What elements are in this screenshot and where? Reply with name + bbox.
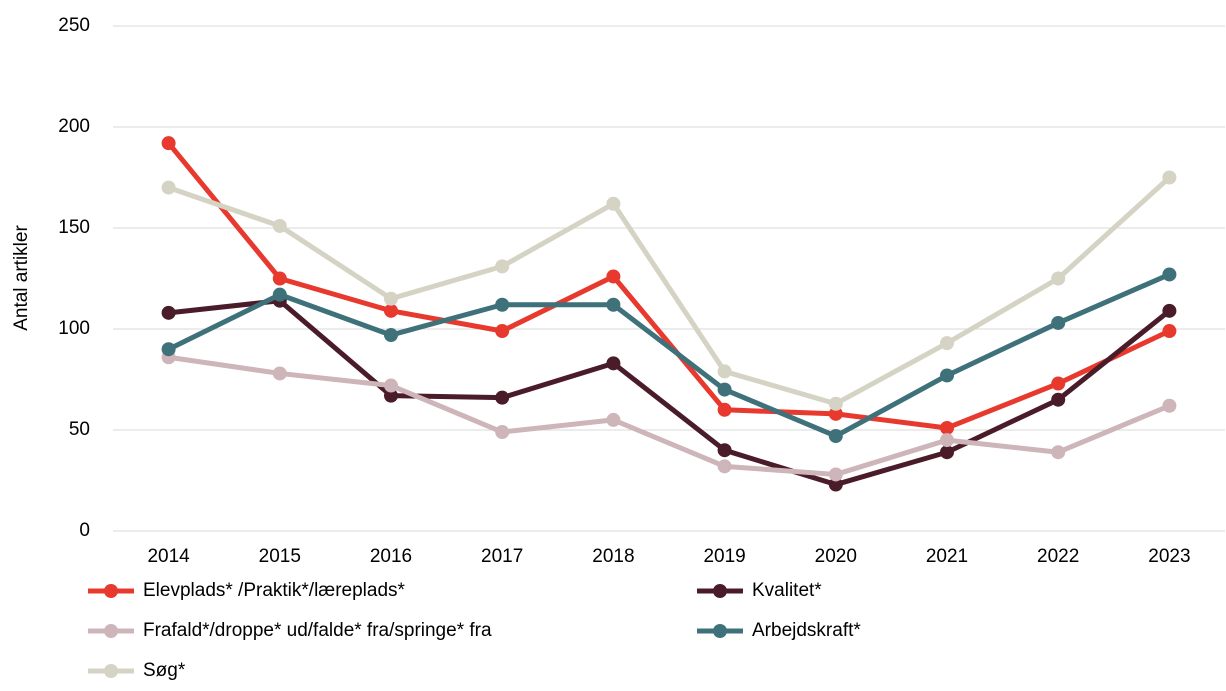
data-point (940, 420, 954, 435)
data-point (384, 378, 398, 393)
x-tick-label: 2014 (147, 546, 190, 567)
data-point (828, 477, 843, 492)
data-point (717, 382, 732, 397)
y-tick-label: 200 (58, 116, 90, 137)
data-point (384, 303, 398, 318)
legend-label: Søg* (143, 660, 186, 681)
data-point (828, 429, 843, 444)
legend-marker (104, 664, 118, 678)
data-point (161, 305, 176, 320)
data-point (1162, 170, 1177, 185)
legend-marker (104, 624, 118, 638)
data-point (272, 366, 287, 381)
y-tick-label: 150 (58, 217, 90, 238)
data-point (1162, 324, 1177, 339)
data-point (161, 180, 176, 195)
data-point (606, 297, 621, 312)
x-tick-label: 2016 (370, 546, 412, 567)
x-tick-label: 2019 (703, 546, 745, 567)
x-tick-label: 2017 (481, 546, 523, 567)
data-point (717, 402, 732, 417)
data-point (272, 271, 287, 286)
data-point (940, 433, 954, 448)
data-point (828, 406, 843, 421)
x-tick-label: 2018 (592, 546, 634, 567)
data-point (495, 425, 510, 440)
legend-label: Kvalitet* (752, 580, 822, 601)
data-point (940, 368, 954, 383)
y-tick-label: 50 (69, 419, 90, 440)
series-line (168, 298, 1171, 488)
legend-marker (713, 624, 727, 638)
data-point (1051, 271, 1066, 286)
series-line (166, 141, 1171, 431)
legend-label: Elevplads* /Praktik*/læreplads* (143, 580, 406, 601)
data-point (606, 412, 621, 427)
y-axis-label: Antal artikler (11, 225, 32, 331)
data-point (384, 291, 398, 306)
data-point (1051, 376, 1066, 391)
x-tick-label: 2022 (1037, 546, 1079, 567)
y-tick-label: 100 (58, 318, 90, 339)
data-point (717, 364, 732, 379)
legend-marker (713, 584, 727, 598)
x-tick-label: 2015 (259, 546, 301, 567)
data-point (1162, 398, 1177, 413)
data-point (828, 467, 843, 482)
x-tick-label: 2020 (815, 546, 857, 567)
data-point (495, 297, 510, 312)
data-point (1162, 267, 1177, 282)
x-tick-label: 2023 (1148, 546, 1190, 567)
data-point (1051, 392, 1066, 407)
data-point (272, 287, 287, 302)
legend-marker (104, 584, 118, 598)
data-point (161, 342, 176, 357)
data-point (495, 324, 510, 339)
data-point (717, 443, 732, 458)
x-tick-label: 2021 (926, 546, 968, 567)
data-point (272, 218, 287, 233)
series-line (168, 354, 1171, 477)
data-point (495, 259, 510, 274)
data-point (1162, 303, 1177, 318)
data-point (606, 356, 621, 371)
data-point (161, 136, 176, 151)
data-point (828, 396, 843, 411)
y-tick-label: 0 (79, 520, 90, 541)
series-line (167, 272, 1171, 439)
legend-label: Frafald*/droppe* ud/falde* fra/springe* … (143, 620, 492, 641)
data-point (606, 269, 621, 284)
data-point (1051, 445, 1066, 460)
data-point (717, 459, 732, 474)
legend-label: Arbejdskraft* (752, 620, 861, 641)
data-point (384, 388, 398, 403)
data-point (606, 196, 621, 211)
y-tick-label: 250 (58, 15, 90, 36)
data-point (384, 328, 398, 343)
data-point (495, 390, 510, 405)
data-point (1051, 315, 1066, 330)
data-point (940, 336, 954, 351)
series-line (167, 175, 1172, 407)
data-point (940, 445, 954, 460)
